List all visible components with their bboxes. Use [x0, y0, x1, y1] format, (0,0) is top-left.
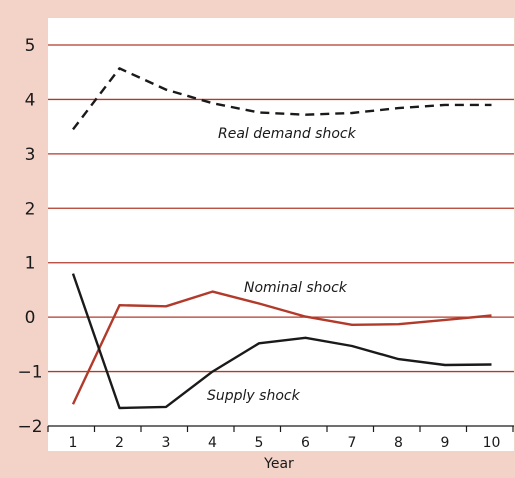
x-tick-label: 8: [394, 435, 403, 451]
y-tick-label: 4: [25, 90, 36, 110]
x-tick-label: 3: [162, 435, 171, 451]
y-tick-label: −2: [17, 417, 42, 437]
y-tick-label: 3: [25, 145, 36, 165]
series-line-real-demand-shock: [72, 67, 492, 131]
y-tick-label: 2: [25, 199, 36, 219]
x-tick-labels: 1 2 3 4 5 6 7 8 9 10: [69, 435, 501, 451]
series-label-real-demand-shock: Real demand shock: [218, 126, 357, 142]
gridlines: [48, 44, 514, 373]
x-axis: [47, 425, 514, 432]
x-tick-label: 9: [441, 435, 450, 451]
series-label-nominal-shock: Nominal shock: [244, 280, 348, 296]
x-tick-label: 1: [69, 435, 78, 451]
x-tick-label: 2: [115, 435, 124, 451]
x-tick-label: 7: [348, 435, 357, 451]
x-tick-label: 5: [255, 435, 264, 451]
series-line-nominal-shock: [71, 290, 492, 405]
plot-background: [48, 18, 514, 451]
y-tick-label: 1: [25, 254, 36, 274]
y-tick-label: −1: [17, 363, 42, 383]
x-tick-label: 6: [301, 435, 310, 451]
series-lines: [71, 67, 492, 410]
x-tick-label: 4: [208, 435, 217, 451]
y-tick-label: 0: [25, 308, 36, 328]
y-tick-labels: 5 4 3 2 1 0 −1 −2: [17, 36, 42, 437]
y-tick-label: 5: [25, 36, 36, 56]
series-label-supply-shock: Supply shock: [207, 388, 301, 404]
series-line-supply-shock: [71, 273, 492, 410]
x-tick-label: 10: [483, 435, 501, 451]
x-axis-title: Year: [263, 456, 294, 472]
